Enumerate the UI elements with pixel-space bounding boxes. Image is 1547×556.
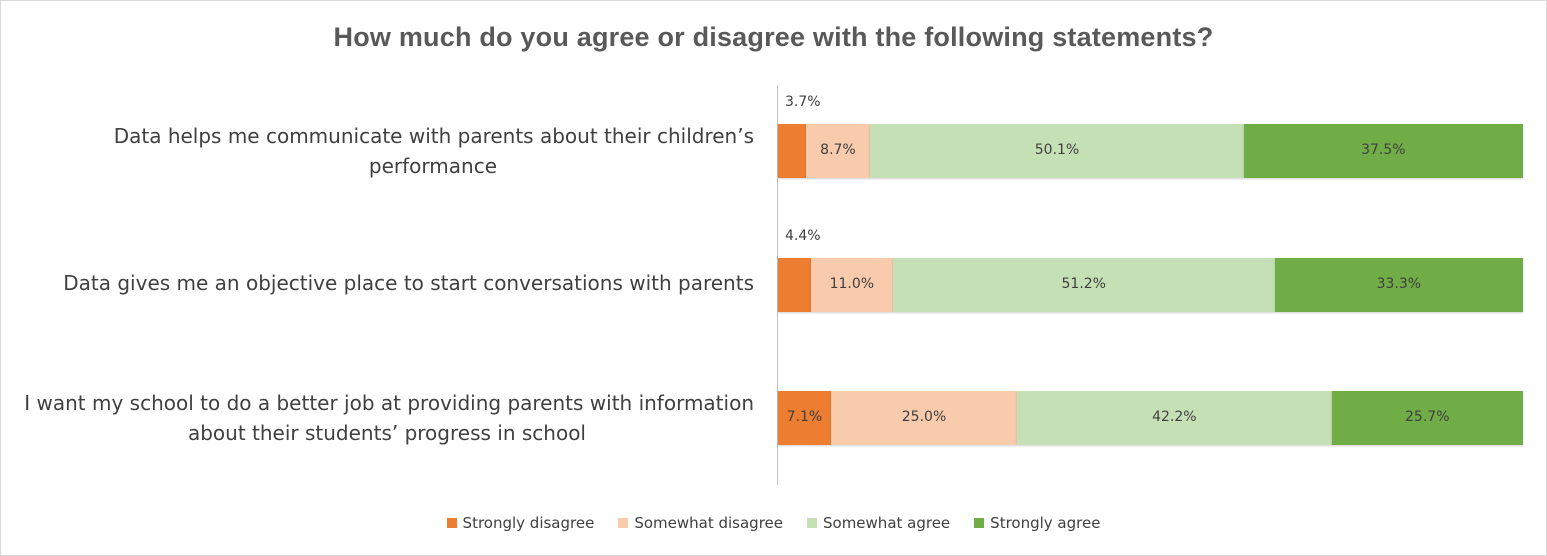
data-label: 3.7% xyxy=(785,94,821,110)
category-label: I want my school to do a better job at p… xyxy=(24,391,754,445)
legend-label: Strongly agree xyxy=(990,514,1101,532)
bar-segment xyxy=(1331,391,1523,445)
category-label: Data gives me an objective place to star… xyxy=(63,271,754,295)
data-label: 50.1% xyxy=(1034,142,1080,158)
legend-item: Strongly disagree xyxy=(446,514,595,532)
legend-label: Strongly disagree xyxy=(462,514,595,532)
legend: Strongly disagree Somewhat disagree Somewh… xyxy=(0,514,1547,532)
legend-label: Somewhat disagree xyxy=(634,514,783,532)
chart-title: How much do you agree or disagree with t… xyxy=(333,22,1214,52)
data-label: 37.5% xyxy=(1361,142,1406,158)
bar-segment xyxy=(830,391,1018,445)
category-label: Data helps me communicate with parents a… xyxy=(113,124,754,178)
legend-swatch xyxy=(618,518,629,528)
data-label: 11.0% xyxy=(829,276,875,292)
legend-item: Somewhat disagree xyxy=(618,514,783,532)
bar-segment xyxy=(870,124,1244,178)
data-label: 51.2% xyxy=(1061,276,1106,292)
legend-swatch xyxy=(446,518,457,528)
bar-segment xyxy=(1017,391,1332,445)
legend-item: Strongly agree xyxy=(974,514,1100,532)
bar-segment xyxy=(778,124,806,178)
legend-swatch xyxy=(807,518,817,528)
data-label: 7.1% xyxy=(786,409,823,425)
data-label: 25.7% xyxy=(1405,409,1450,425)
bar-segment xyxy=(778,391,831,445)
data-label: 42.2% xyxy=(1152,409,1197,425)
data-label: 25.0% xyxy=(901,409,947,425)
bar-segment xyxy=(778,258,811,312)
bar-segment xyxy=(1243,124,1523,178)
bar-segment xyxy=(805,124,871,178)
bar-segment xyxy=(810,258,893,312)
legend-swatch xyxy=(974,518,985,528)
category-axis xyxy=(777,85,778,485)
data-label: 4.4% xyxy=(785,228,821,244)
legend-label: Somewhat agree xyxy=(823,514,951,532)
bar-segment xyxy=(892,258,1275,312)
data-label: 8.7% xyxy=(820,142,856,158)
legend-item: Somewhat agree xyxy=(807,514,950,532)
data-label: 33.3% xyxy=(1376,276,1422,292)
bar-segment xyxy=(1274,258,1523,312)
